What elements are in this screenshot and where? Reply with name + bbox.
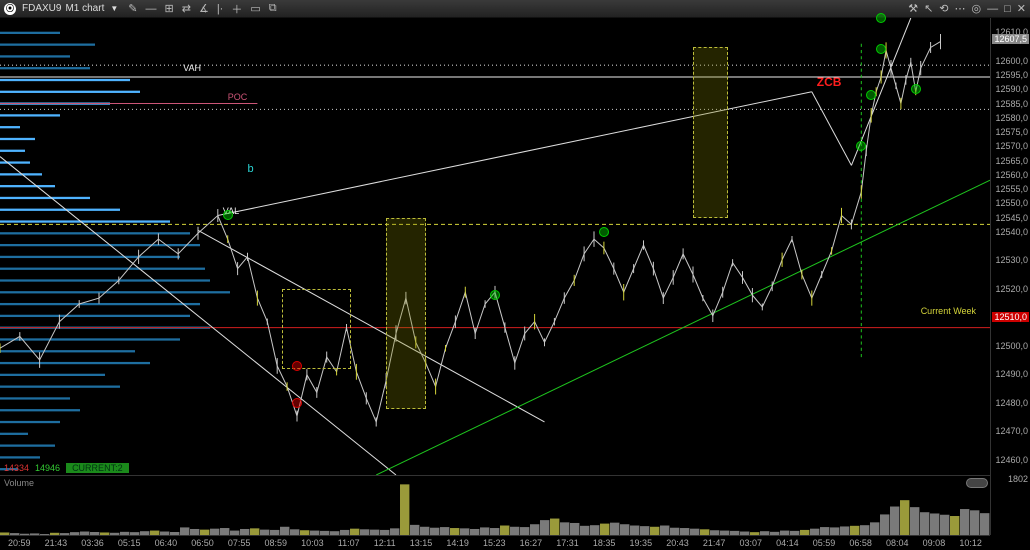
toolbar-tool-icon[interactable]: ⇄ (182, 2, 191, 15)
yaxis-tick: 12500,0 (995, 341, 1028, 351)
xaxis-tick: 13:15 (410, 538, 433, 550)
yaxis-tick: 12540,0 (995, 227, 1028, 237)
yaxis-tick: 12575,0 (995, 127, 1028, 137)
price-overlay (0, 18, 990, 475)
yaxis-tick: 12470,0 (995, 426, 1028, 436)
xaxis-tick: 10:03 (301, 538, 324, 550)
yaxis-tick: 12565,0 (995, 156, 1028, 166)
xaxis-tick: 08:59 (264, 538, 287, 550)
chart-rect[interactable] (386, 218, 426, 409)
window-control-icon[interactable]: ↖ (924, 2, 933, 15)
xaxis-tick: 21:43 (45, 538, 68, 550)
price-plot[interactable]: 14334 14946 CURRENT:2 bZCBVAHPOCVALCurre… (0, 18, 990, 475)
yaxis-tick: 12570,0 (995, 141, 1028, 151)
xaxis-tick: 17:31 (556, 538, 579, 550)
xaxis-tick: 12:11 (374, 538, 396, 550)
xaxis-tick: 16:27 (520, 538, 543, 550)
xaxis-tick: 05:15 (118, 538, 141, 550)
legend-value-red: 14334 (4, 463, 29, 473)
volume-yaxis: 1802 (990, 475, 1030, 535)
signal-marker-green (876, 44, 886, 54)
signal-marker-green (866, 90, 876, 100)
window-control-icon[interactable]: ◎ (972, 2, 982, 15)
xaxis-tick: 09:08 (923, 538, 946, 550)
xaxis-tick: 03:07 (739, 538, 762, 550)
window-control-icon[interactable]: □ (1004, 3, 1011, 15)
chart-symbol[interactable]: FDAXU9 (22, 3, 61, 14)
window-control-icon[interactable]: ⋯ (955, 2, 966, 15)
window-control-icon[interactable]: ⟲ (939, 2, 948, 15)
chart-rect[interactable] (282, 289, 351, 369)
legend-current-badge: CURRENT:2 (66, 463, 129, 473)
window-control-icon[interactable]: — (987, 3, 998, 15)
volume-pane[interactable]: Volume (0, 475, 990, 535)
xaxis-tick: 11:07 (338, 538, 360, 550)
yaxis-tick: 12490,0 (995, 369, 1028, 379)
yaxis-tick: 12585,0 (995, 99, 1028, 109)
legend-value-green: 14946 (35, 463, 60, 473)
chart-legend: 14334 14946 CURRENT:2 (4, 463, 129, 473)
chart-area: 14334 14946 CURRENT:2 bZCBVAHPOCVALCurre… (0, 18, 1030, 550)
xaxis-tick: 15:23 (483, 538, 506, 550)
yaxis-tick: 12530,0 (995, 255, 1028, 265)
xaxis-tick: 21:47 (703, 538, 726, 550)
yaxis-tick: 12550,0 (995, 198, 1028, 208)
window-control-icon[interactable]: ⚒ (908, 2, 918, 15)
signal-marker-red (292, 398, 302, 408)
window-control-icon[interactable]: ✕ (1017, 2, 1026, 15)
volume-scroll-thumb[interactable] (966, 478, 988, 488)
xaxis-tick: 06:58 (849, 538, 872, 550)
toolbar-tool-icon[interactable]: ∡ (199, 2, 209, 15)
signal-marker-green (876, 13, 886, 23)
yaxis-tick: 12560,0 (995, 170, 1028, 180)
xaxis-tick: 05:59 (813, 538, 836, 550)
current-week-badge: 12510,0 (992, 312, 1029, 322)
toolbar-tool-icon[interactable]: ＋ (231, 1, 242, 17)
signal-marker-green (490, 290, 500, 300)
xaxis-tick: 10:12 (959, 538, 982, 550)
signal-marker-green (911, 84, 921, 94)
window-controls: ⚒ ↖ ⟲ ⋯ ◎ — □ ✕ (908, 2, 1026, 15)
yaxis-tick: 12520,0 (995, 284, 1028, 294)
xaxis-tick: 04:14 (776, 538, 799, 550)
toolbar-tool-icon[interactable]: — (146, 3, 157, 15)
app-logo-icon: ⦿ (4, 3, 16, 15)
yaxis-tick: 12595,0 (995, 70, 1028, 80)
toolbar-tool-icon[interactable]: ✎ (128, 2, 137, 15)
signal-marker-green (856, 141, 866, 151)
xaxis-tick: 08:04 (886, 538, 909, 550)
chart-timeframe[interactable]: M1 chart (65, 3, 104, 14)
yaxis-tick: 12545,0 (995, 213, 1028, 223)
yaxis-tick: 12555,0 (995, 184, 1028, 194)
yaxis-tick: 12590,0 (995, 84, 1028, 94)
xaxis-tick: 07:55 (228, 538, 251, 550)
toolbar-tool-icon[interactable]: ⧉ (269, 2, 277, 15)
toolbar-tool-icon[interactable]: |· (217, 3, 224, 15)
time-xaxis: 20:59 21:43 03:36 05:15 06:40 06:50 07:55 08:59… (0, 535, 990, 550)
xaxis-tick: 06:50 (191, 538, 214, 550)
yaxis-tick: 12580,0 (995, 113, 1028, 123)
yaxis-tick: 12480,0 (995, 398, 1028, 408)
signal-marker-red (292, 361, 302, 371)
yaxis-tick: 12460,0 (995, 455, 1028, 465)
xaxis-tick: 20:59 (8, 538, 31, 550)
xaxis-tick: 03:36 (81, 538, 104, 550)
volume-bars (0, 476, 990, 535)
drawing-toolbar: ✎ — ⊞ ⇄ ∡ |· ＋ ▭ ⧉ (128, 1, 276, 17)
chart-rect[interactable] (693, 47, 728, 218)
volume-yaxis-tick: 1802 (1008, 474, 1028, 484)
xaxis-tick: 06:40 (155, 538, 178, 550)
xaxis-tick: 14:19 (446, 538, 469, 550)
last-price-badge: 12607,5 (992, 34, 1029, 44)
chart-dropdown-icon[interactable]: ▼ (110, 4, 118, 13)
toolbar-tool-icon[interactable]: ⊞ (165, 2, 174, 15)
signal-marker-green (223, 210, 233, 220)
yaxis-tick: 12600,0 (995, 56, 1028, 66)
toolbar-tool-icon[interactable]: ▭ (250, 2, 260, 15)
xaxis-tick: 20:43 (666, 538, 689, 550)
price-yaxis: 12460,0 12470,0 12480,0 12490,0 12500,0 12510… (990, 18, 1030, 475)
signal-marker-green (599, 227, 609, 237)
xaxis-tick: 18:35 (593, 538, 616, 550)
xaxis-tick: 19:35 (630, 538, 653, 550)
